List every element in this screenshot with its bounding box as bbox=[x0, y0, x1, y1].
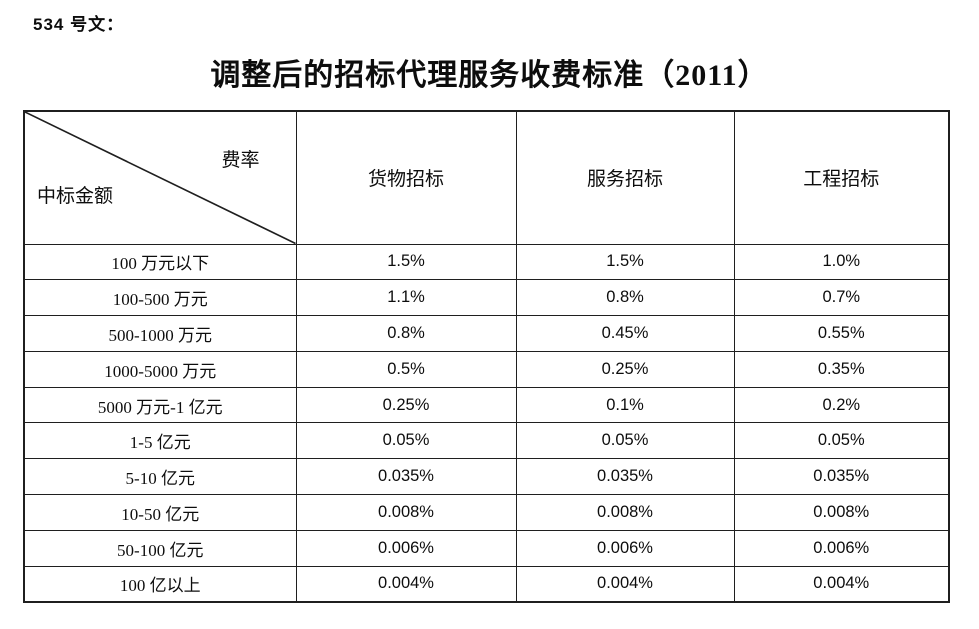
rate-cell: 0.006% bbox=[295, 529, 517, 567]
rate-cell: 0.004% bbox=[515, 565, 735, 603]
rate-cell: 0.008% bbox=[295, 494, 517, 531]
rate-cell: 1.5% bbox=[515, 243, 735, 281]
rate-cell: 0.2% bbox=[733, 386, 950, 424]
rate-cell: 0.25% bbox=[515, 350, 735, 388]
table-row: 10-50 亿元 0.008% 0.008% 0.008% bbox=[23, 494, 950, 531]
table-row: 5-10 亿元 0.035% 0.035% 0.035% bbox=[23, 458, 950, 496]
diagonal-header-cell: 费率 中标金额 bbox=[23, 110, 297, 245]
rate-cell: 0.008% bbox=[733, 494, 950, 531]
amount-cell: 100-500 万元 bbox=[23, 279, 297, 317]
rate-cell: 0.7% bbox=[733, 279, 950, 317]
rate-cell: 0.55% bbox=[733, 315, 950, 352]
rate-cell: 0.006% bbox=[515, 529, 735, 567]
rate-cell: 0.35% bbox=[733, 350, 950, 388]
column-header-engineering: 工程招标 bbox=[733, 110, 950, 245]
rate-cell: 0.8% bbox=[295, 315, 517, 352]
rate-cell: 0.25% bbox=[295, 386, 517, 424]
amount-cell: 50-100 亿元 bbox=[23, 529, 297, 567]
rate-cell: 0.035% bbox=[733, 458, 950, 496]
table-row: 5000 万元-1 亿元 0.25% 0.1% 0.2% bbox=[23, 386, 950, 424]
table-row: 1-5 亿元 0.05% 0.05% 0.05% bbox=[23, 422, 950, 460]
table-row: 100 万元以下 1.5% 1.5% 1.0% bbox=[23, 243, 950, 281]
corner-label-amount: 中标金额 bbox=[37, 185, 114, 207]
table-row: 50-100 亿元 0.006% 0.006% 0.006% bbox=[23, 529, 950, 567]
doc-number: 534 号文： bbox=[33, 15, 125, 34]
rate-cell: 0.035% bbox=[515, 458, 735, 496]
amount-cell: 500-1000 万元 bbox=[23, 315, 297, 352]
rate-cell: 0.035% bbox=[295, 458, 517, 496]
rate-cell: 0.006% bbox=[733, 529, 950, 567]
rate-cell: 0.05% bbox=[733, 422, 950, 460]
rate-cell: 1.0% bbox=[733, 243, 950, 281]
fee-table: 费率 中标金额 货物招标 服务招标 工程招标 100 万元以下 1.5% 1.5… bbox=[23, 110, 950, 603]
rate-cell: 0.008% bbox=[515, 494, 735, 531]
column-header-goods: 货物招标 bbox=[295, 110, 517, 245]
rate-cell: 0.004% bbox=[295, 565, 517, 603]
page-title: 调整后的招标代理服务收费标准（2011） bbox=[210, 59, 769, 92]
rate-cell: 0.45% bbox=[515, 315, 735, 352]
amount-cell: 5-10 亿元 bbox=[23, 458, 297, 496]
rate-cell: 0.5% bbox=[295, 350, 517, 388]
table-header-row: 费率 中标金额 货物招标 服务招标 工程招标 bbox=[23, 110, 950, 245]
rate-cell: 0.004% bbox=[733, 565, 950, 603]
rate-cell: 0.05% bbox=[295, 422, 517, 460]
table-row: 100 亿以上 0.004% 0.004% 0.004% bbox=[23, 565, 950, 603]
rate-cell: 1.5% bbox=[295, 243, 517, 281]
rate-cell: 1.1% bbox=[295, 279, 517, 317]
amount-cell: 1-5 亿元 bbox=[23, 422, 297, 460]
rate-cell: 0.8% bbox=[515, 279, 735, 317]
amount-cell: 1000-5000 万元 bbox=[23, 350, 297, 388]
table-row: 500-1000 万元 0.8% 0.45% 0.55% bbox=[23, 315, 950, 352]
table-row: 1000-5000 万元 0.5% 0.25% 0.35% bbox=[23, 350, 950, 388]
table-row: 100-500 万元 1.1% 0.8% 0.7% bbox=[23, 279, 950, 317]
amount-cell: 5000 万元-1 亿元 bbox=[23, 386, 297, 424]
rate-cell: 0.05% bbox=[515, 422, 735, 460]
rate-cell: 0.1% bbox=[515, 386, 735, 424]
amount-cell: 100 亿以上 bbox=[23, 565, 297, 603]
column-header-services: 服务招标 bbox=[515, 110, 735, 245]
corner-label-rate: 费率 bbox=[221, 150, 260, 171]
diagonal-line bbox=[25, 112, 296, 244]
amount-cell: 100 万元以下 bbox=[23, 243, 297, 281]
fee-table-container: 费率 中标金额 货物招标 服务招标 工程招标 100 万元以下 1.5% 1.5… bbox=[23, 110, 950, 603]
amount-cell: 10-50 亿元 bbox=[23, 494, 297, 531]
